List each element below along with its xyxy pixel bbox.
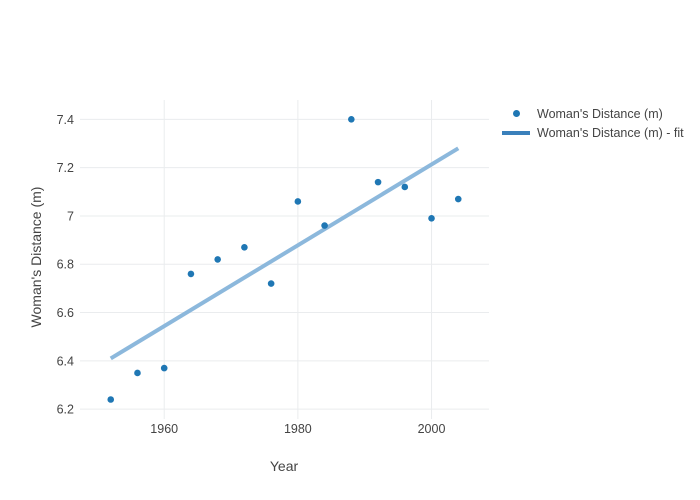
y-tick-label: 7.2 bbox=[57, 161, 74, 175]
scatter-point bbox=[214, 256, 221, 263]
scatter-point bbox=[321, 222, 328, 229]
scatter-point bbox=[454, 195, 462, 203]
y-tick-label: 6.6 bbox=[57, 306, 74, 320]
y-tick-label: 6.4 bbox=[57, 354, 74, 368]
y-tick-label: 6.8 bbox=[57, 258, 74, 272]
scatter-point bbox=[428, 215, 435, 222]
y-axis-title: Woman's Distance (m) bbox=[28, 186, 44, 328]
x-tick-label: 1980 bbox=[284, 422, 312, 436]
legend-label-scatter: Woman's Distance (m) bbox=[537, 106, 663, 121]
scatter-point bbox=[241, 244, 248, 251]
y-tick-label: 6.2 bbox=[57, 403, 74, 417]
scatter-point bbox=[134, 369, 141, 377]
scatter-point bbox=[107, 396, 115, 403]
legend-item-scatter[interactable]: Woman's Distance (m) bbox=[502, 104, 684, 123]
scatter-point bbox=[348, 116, 355, 123]
scatter-point bbox=[160, 364, 168, 372]
legend: Woman's Distance (m) Woman's Distance (m… bbox=[502, 104, 684, 142]
scatter-point bbox=[401, 183, 409, 191]
fit-line bbox=[109, 146, 460, 361]
legend-label-fit: Woman's Distance (m) - fit bbox=[537, 125, 684, 140]
scatter-point bbox=[374, 178, 382, 186]
y-tick-label: 7.4 bbox=[57, 113, 74, 127]
legend-item-fit[interactable]: Woman's Distance (m) - fit bbox=[502, 123, 684, 142]
x-tick-label: 1960 bbox=[150, 422, 178, 436]
scatter-point bbox=[267, 280, 275, 287]
scatter-point bbox=[187, 270, 195, 278]
scatter-marker-icon bbox=[502, 104, 530, 123]
x-axis-title: Year bbox=[269, 458, 299, 474]
fit-line-icon bbox=[502, 123, 530, 142]
x-tick-label: 2000 bbox=[418, 422, 446, 436]
scatter-point bbox=[294, 198, 302, 205]
y-tick-label: 7 bbox=[67, 209, 74, 223]
